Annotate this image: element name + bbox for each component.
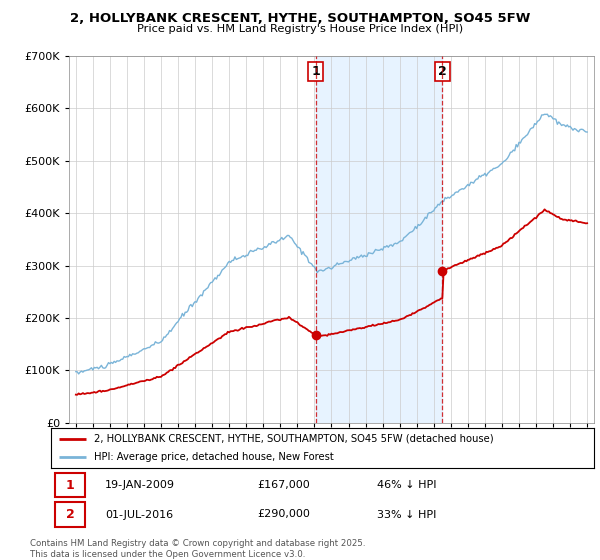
- Text: 1: 1: [66, 479, 74, 492]
- Text: 2, HOLLYBANK CRESCENT, HYTHE, SOUTHAMPTON, SO45 5FW (detached house): 2, HOLLYBANK CRESCENT, HYTHE, SOUTHAMPTO…: [94, 434, 494, 444]
- Text: HPI: Average price, detached house, New Forest: HPI: Average price, detached house, New …: [94, 452, 334, 462]
- Bar: [316, 56, 442, 423]
- FancyBboxPatch shape: [55, 473, 85, 497]
- Text: 1: 1: [311, 65, 320, 78]
- Text: 46% ↓ HPI: 46% ↓ HPI: [377, 480, 436, 490]
- Text: 2: 2: [66, 508, 74, 521]
- Text: Contains HM Land Registry data © Crown copyright and database right 2025.
This d: Contains HM Land Registry data © Crown c…: [30, 539, 365, 559]
- FancyBboxPatch shape: [55, 502, 85, 527]
- Text: Price paid vs. HM Land Registry's House Price Index (HPI): Price paid vs. HM Land Registry's House …: [137, 24, 463, 34]
- Text: 2, HOLLYBANK CRESCENT, HYTHE, SOUTHAMPTON, SO45 5FW: 2, HOLLYBANK CRESCENT, HYTHE, SOUTHAMPTO…: [70, 12, 530, 25]
- Text: 01-JUL-2016: 01-JUL-2016: [106, 510, 173, 520]
- Text: £167,000: £167,000: [257, 480, 310, 490]
- Text: £290,000: £290,000: [257, 510, 310, 520]
- Text: 2: 2: [438, 65, 446, 78]
- Text: 19-JAN-2009: 19-JAN-2009: [106, 480, 175, 490]
- Text: 33% ↓ HPI: 33% ↓ HPI: [377, 510, 436, 520]
